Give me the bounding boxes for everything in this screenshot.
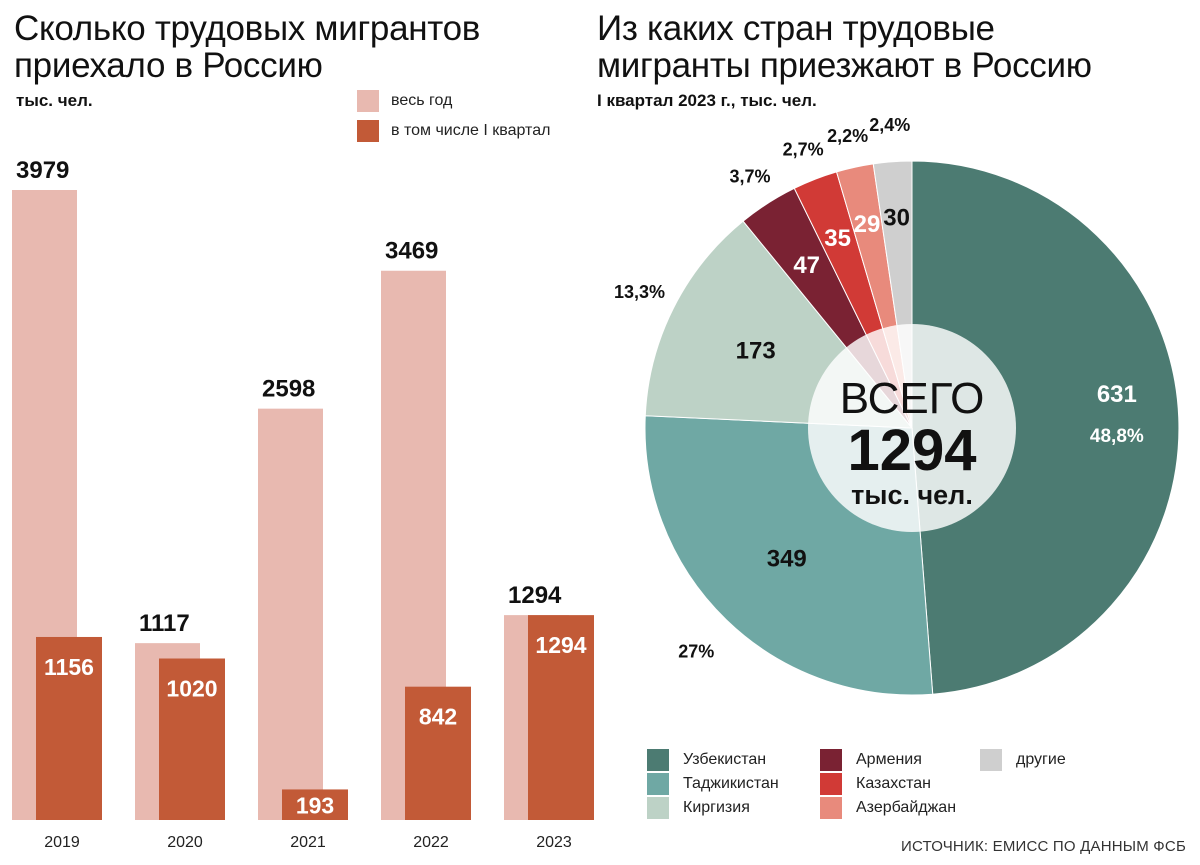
bar-label-q1: 1294 (535, 632, 586, 658)
bar-label-full-year: 2598 (262, 376, 315, 403)
legend-label: Узбекистан (683, 751, 767, 768)
pie-value-label: 35 (824, 225, 851, 252)
pie-legend-col3: другие (980, 748, 1066, 772)
pie-legend-item: Азербайджан (820, 796, 956, 820)
pie-legend-col1: Узбекистан Таджикистан Киргизия (647, 748, 779, 820)
pie-legend-item: Киргизия (647, 796, 779, 820)
pie-percent-label: 2,4% (869, 115, 910, 135)
legend-label: Армения (856, 751, 922, 768)
pie-value-label: 47 (793, 252, 820, 279)
legend-swatch (820, 749, 842, 771)
legend-label: Казахстан (856, 775, 931, 792)
pie-percent-label: 3,7% (729, 167, 770, 187)
bar-q1 (282, 789, 348, 820)
legend-swatch (647, 797, 669, 819)
pie-value-label: 29 (854, 211, 881, 238)
legend-label: Таджикистан (683, 775, 779, 792)
legend-label: Киргизия (683, 799, 750, 816)
bar-label-full-year: 3469 (385, 238, 438, 265)
legend-label: другие (1016, 751, 1066, 768)
legend-swatch (820, 773, 842, 795)
bar-q1 (528, 615, 594, 820)
legend-swatch (820, 797, 842, 819)
pie-chart-title: Из каких стран трудовые мигранты приезжа… (597, 9, 1092, 85)
pie-legend-item: Казахстан (820, 772, 956, 796)
x-tick-label: 2020 (167, 834, 203, 851)
bar-q1 (405, 686, 471, 820)
pie-percent-label: 27% (678, 642, 714, 662)
pie-value-label: 349 (767, 545, 807, 572)
pie-value-label: 631 (1097, 381, 1137, 408)
x-tick-label: 2021 (290, 834, 326, 851)
legend-swatch (647, 773, 669, 795)
bar-label-full-year: 1117 (139, 610, 190, 637)
pie-percent-label: 2,2% (827, 126, 868, 146)
source-note: ИСТОЧНИК: ЕМИСС ПО ДАННЫМ ФСБ (900, 838, 1186, 855)
pie-legend-item: Армения (820, 748, 956, 772)
legend-swatch-q1 (357, 120, 379, 142)
legend-swatch (980, 749, 1002, 771)
bar-label-q1: 1020 (166, 676, 217, 702)
x-tick-label: 2023 (536, 834, 572, 851)
legend-label-q1: в том числе I квартал (391, 122, 551, 139)
legend-label-full-year: весь год (391, 92, 453, 109)
legend-swatch-full-year (357, 90, 379, 112)
pie-legend-col2: Армения Казахстан Азербайджан (820, 748, 956, 820)
pie-center-total: 1294 (847, 418, 976, 483)
bar-chart: 3979 1156 2019 1117 1020 2020 2598 193 2021 3469 8… (12, 157, 594, 851)
pie-center-circle (808, 324, 1016, 532)
legend-swatch (647, 749, 669, 771)
x-tick-label: 2019 (44, 834, 80, 851)
pie-percent-label: 48,8% (1090, 426, 1144, 447)
pie-percent-label: 2,7% (783, 139, 824, 159)
pie-chart-subtitle: I квартал 2023 г., тыс. чел. (597, 91, 817, 110)
legend-q1: в том числе I квартал (357, 120, 550, 142)
legend-label: Азербайджан (856, 799, 957, 816)
pie-legend-item: Таджикистан (647, 772, 779, 796)
bar-label-q1: 842 (419, 704, 457, 730)
pie-legend-item: Узбекистан (647, 748, 779, 772)
pie-chart: 631 48,8% 349 27% 173 13,3% 47 3,7% 35 2,7% 29 2,2%… (614, 115, 1180, 696)
bar-full-year (258, 408, 323, 820)
x-tick-label: 2022 (413, 834, 449, 851)
bar-q1 (36, 636, 102, 820)
pie-legend-item: другие (980, 748, 1066, 772)
pie-percent-label: 13,3% (614, 282, 665, 302)
pie-value-label: 173 (736, 337, 776, 364)
pie-center-unit: тыс. чел. (851, 480, 973, 510)
pie-slice (911, 160, 1180, 695)
legend-full-year: весь год (357, 90, 452, 112)
bar-chart-subtitle: тыс. чел. (16, 91, 93, 110)
bar-label-full-year: 3979 (16, 157, 69, 184)
bar-q1 (159, 658, 225, 820)
bar-label-q1: 1156 (44, 654, 94, 680)
bar-chart-title: Сколько трудовых мигрантов приехало в Ро… (14, 9, 481, 85)
pie-center-caption: ВСЕГО (840, 374, 985, 423)
bar-label-q1: 193 (296, 793, 334, 819)
pie-value-label: 30 (883, 205, 910, 232)
bar-label-full-year: 1294 (508, 582, 562, 609)
